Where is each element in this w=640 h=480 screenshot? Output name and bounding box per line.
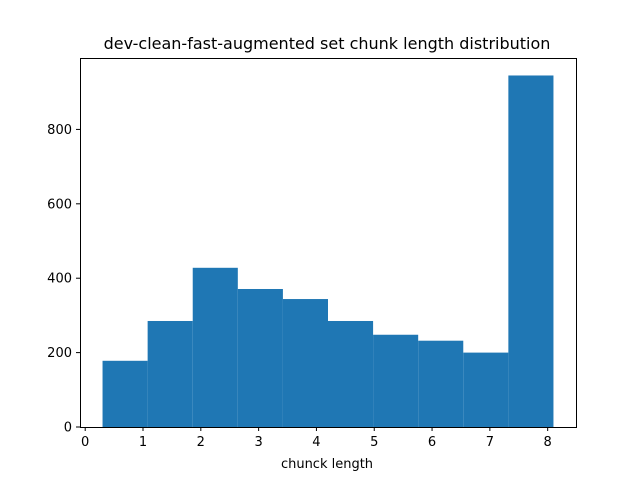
x-tick-label-0: 0 [81,435,89,450]
histogram-bar-10 [508,75,554,428]
plot-frame [80,58,577,428]
x-tick-label-5: 5 [370,435,378,450]
x-axis-label: chunck length [281,457,373,472]
x-tick-label-1: 1 [139,435,147,450]
x-tick-label-6: 6 [428,435,436,450]
y-tick-label-2: 400 [47,272,72,287]
histogram-bar-8 [418,340,464,427]
y-tick-label-4: 800 [47,123,72,138]
histogram-bar-4 [237,288,283,427]
y-tick-label-3: 600 [47,197,72,212]
bars-group [102,75,554,428]
x-tick-label-7: 7 [486,435,494,450]
x-tick-label-8: 8 [544,435,552,450]
x-tick-label-3: 3 [254,435,262,450]
y-axis-ticks: 0 200 400 600 800 [47,123,80,436]
x-tick-label-2: 2 [197,435,205,450]
histogram-bar-1 [102,360,148,427]
histogram-bar-7 [373,334,419,427]
histogram-bar-2 [147,320,193,427]
histogram-bar-3 [192,267,238,427]
y-tick-label-1: 200 [47,346,72,361]
histogram-bar-5 [282,299,328,427]
histogram-bar-9 [463,352,509,427]
x-axis-ticks: 0 1 2 3 4 5 6 7 8 [81,427,552,450]
y-tick-label-0: 0 [64,421,72,436]
chart-title: dev-clean-fast-augmented set chunk lengt… [104,34,551,53]
histogram-bar-6 [328,320,374,427]
x-tick-label-4: 4 [312,435,320,450]
